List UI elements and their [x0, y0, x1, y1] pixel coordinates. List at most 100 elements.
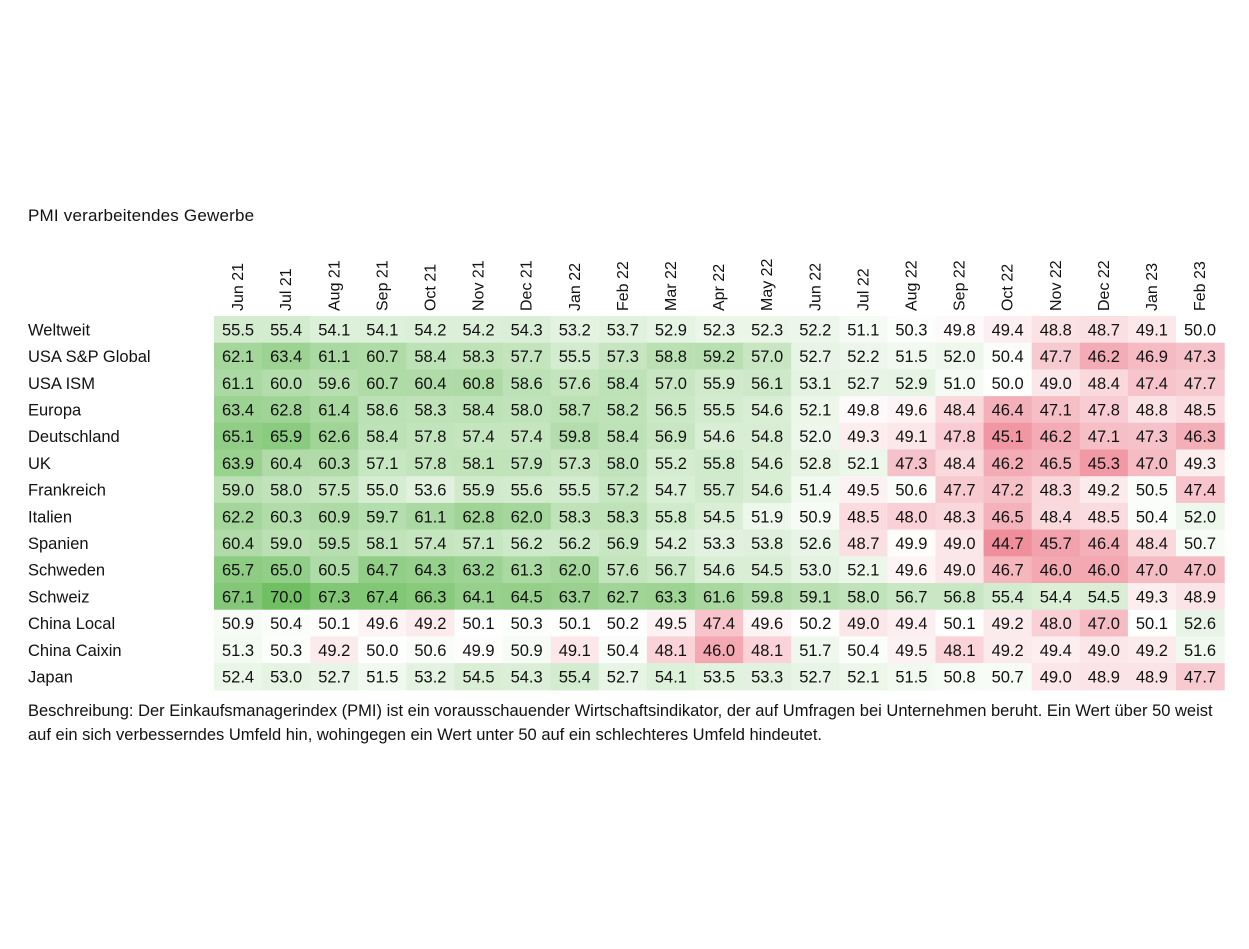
heatmap-cell	[502, 502, 552, 531]
cell-value: 46.2	[992, 455, 1024, 473]
cell-value: 47.4	[1136, 375, 1168, 393]
cell-value: 49.1	[895, 428, 927, 446]
cell-value: 62.8	[462, 508, 494, 526]
cell-value: 57.6	[559, 375, 591, 393]
cell-value: 47.4	[703, 615, 735, 633]
heatmap-cell	[406, 663, 456, 691]
heatmap-cell	[502, 583, 552, 611]
cell-value: 56.2	[559, 535, 591, 553]
cell-value: 60.9	[318, 508, 350, 526]
heatmap-cell	[454, 449, 504, 477]
cell-value: 54.7	[655, 482, 687, 500]
heatmap-cell	[502, 369, 552, 397]
cell-value: 54.6	[751, 455, 783, 473]
heatmap-cell	[1127, 636, 1177, 664]
cell-value: 53.8	[751, 535, 783, 553]
row-label: USA S&P Global	[28, 348, 151, 366]
cell-value: 48.9	[1136, 668, 1168, 686]
heatmap-cell	[454, 609, 504, 637]
heatmap-cell	[310, 369, 359, 397]
cell-value: 58.2	[607, 401, 639, 419]
heatmap-cell	[983, 342, 1033, 370]
heatmap-cell	[550, 663, 600, 691]
heatmap-cell	[550, 476, 600, 504]
heatmap-cell	[406, 636, 456, 664]
heatmap-cell	[598, 449, 648, 477]
cell-value: 50.4	[847, 642, 879, 660]
heatmap-cell	[454, 583, 504, 611]
cell-value: 46.0	[703, 642, 735, 660]
column-header: Nov 22	[1048, 260, 1065, 311]
cell-value: 55.4	[270, 321, 302, 339]
heatmap-cell	[598, 556, 648, 584]
heatmap-cell	[550, 342, 600, 370]
heatmap-cell	[983, 556, 1033, 584]
heatmap-cell	[262, 449, 311, 477]
cell-value: 58.3	[607, 508, 639, 526]
cell-value: 47.4	[1184, 482, 1216, 500]
heatmap-cell	[1176, 502, 1225, 531]
cell-value: 46.7	[992, 562, 1024, 580]
heatmap-cell	[887, 369, 937, 397]
heatmap-cell	[358, 583, 407, 611]
heatmap-cell	[1031, 609, 1081, 637]
heatmap-cell	[887, 316, 937, 344]
heatmap-cell	[935, 476, 985, 504]
heatmap-cell	[646, 556, 696, 584]
cell-value: 50.1	[559, 615, 591, 633]
cell-value: 65.9	[270, 428, 302, 446]
cell-value: 58.4	[462, 401, 494, 419]
cell-value: 52.9	[655, 321, 687, 339]
cell-value: 50.4	[992, 348, 1024, 366]
heatmap-cell	[454, 422, 504, 451]
cell-value: 63.9	[222, 455, 254, 473]
heatmap-cell	[1031, 636, 1081, 664]
heatmap-cell	[214, 476, 263, 504]
heatmap-cell	[791, 502, 840, 531]
column-header: Jan 23	[1144, 263, 1161, 311]
heatmap-cell	[262, 583, 311, 611]
heatmap-cell	[406, 369, 456, 397]
cell-value: 52.1	[847, 455, 879, 473]
heatmap-cell	[743, 396, 792, 424]
cell-value: 52.2	[799, 321, 831, 339]
heatmap-cell	[310, 609, 359, 637]
cell-value: 49.8	[943, 321, 975, 339]
column-header: May 22	[759, 258, 776, 311]
heatmap-cell	[791, 449, 840, 477]
cell-value: 57.1	[366, 455, 398, 473]
heatmap-cell	[791, 422, 840, 451]
cell-value: 50.2	[799, 615, 831, 633]
cell-value: 50.3	[895, 321, 927, 339]
cell-value: 50.2	[607, 615, 639, 633]
heatmap-cell	[1127, 396, 1177, 424]
heatmap-cell	[358, 449, 407, 477]
heatmap-cell	[262, 396, 311, 424]
heatmap-cell	[550, 316, 600, 344]
heatmap-cell	[1127, 342, 1177, 370]
cell-value: 56.7	[655, 562, 687, 580]
heatmap-cell	[646, 422, 696, 451]
cell-value: 62.8	[270, 401, 302, 419]
cell-value: 66.3	[414, 588, 446, 606]
row-label: China Caixin	[28, 642, 122, 660]
heatmap-cell	[887, 609, 937, 637]
row-label: Europa	[28, 401, 82, 419]
heatmap-cell	[214, 663, 263, 691]
heatmap-cell	[983, 396, 1033, 424]
cell-value: 49.2	[1136, 642, 1168, 660]
cell-value: 54.1	[655, 668, 687, 686]
cell-value: 55.7	[703, 482, 735, 500]
cell-value: 57.1	[462, 535, 494, 553]
heatmap-cell	[1031, 342, 1081, 370]
column-header: Apr 22	[711, 264, 728, 311]
cell-value: 49.4	[992, 321, 1024, 339]
cell-value: 64.1	[462, 588, 494, 606]
cell-value: 53.3	[751, 668, 783, 686]
cell-value: 58.0	[270, 482, 302, 500]
cell-value: 51.3	[222, 642, 254, 660]
cell-value: 58.3	[414, 401, 446, 419]
cell-value: 61.3	[511, 562, 543, 580]
heatmap-cell	[310, 449, 359, 477]
cell-value: 63.4	[222, 401, 254, 419]
